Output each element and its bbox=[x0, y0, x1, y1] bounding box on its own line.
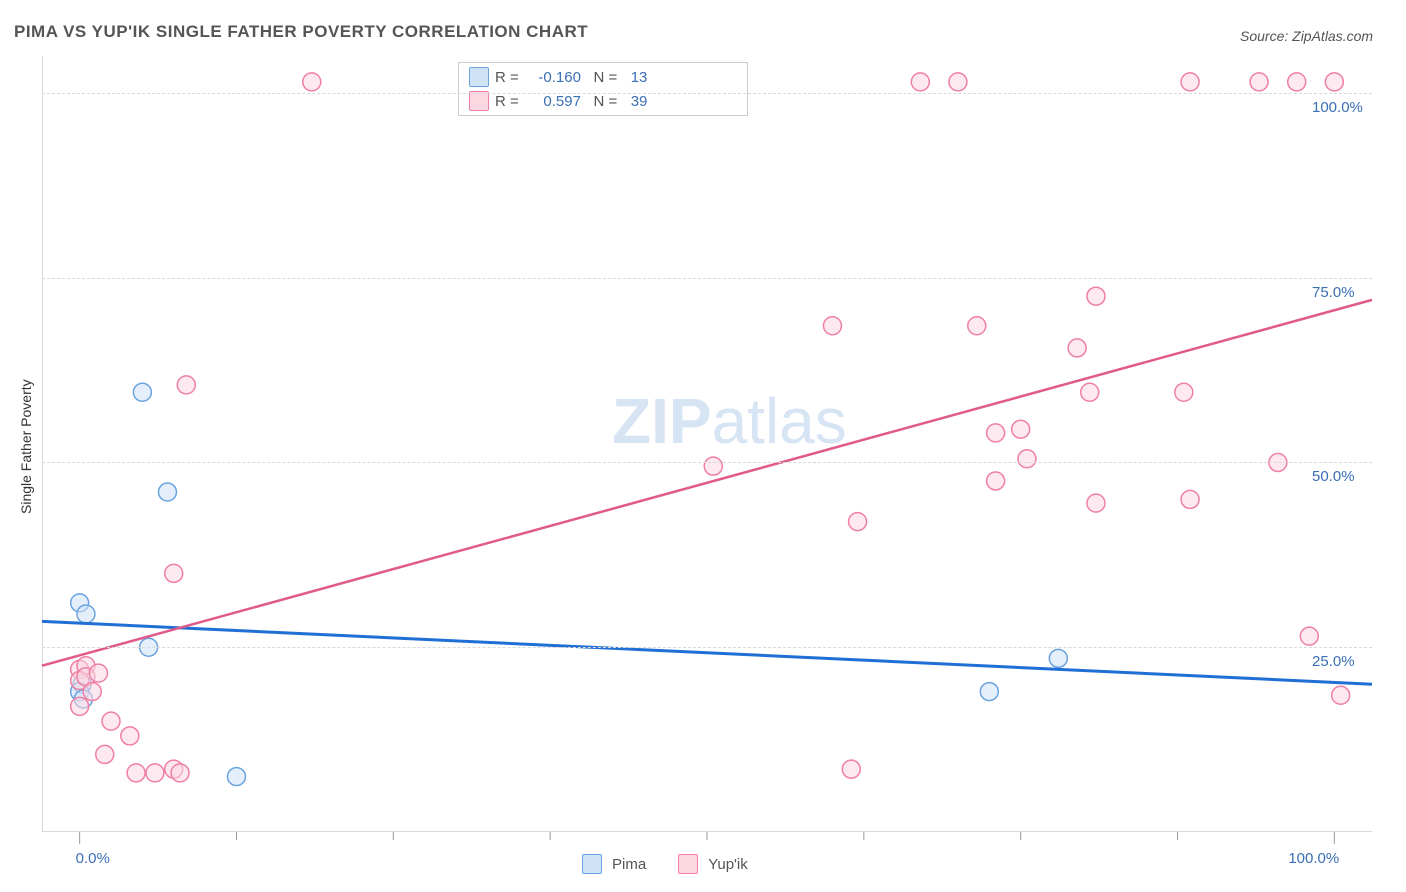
x-tick-label: 100.0% bbox=[1288, 850, 1339, 867]
data-point bbox=[980, 683, 998, 701]
data-point bbox=[823, 317, 841, 335]
data-point bbox=[1181, 73, 1199, 91]
data-point bbox=[1332, 686, 1350, 704]
data-point bbox=[177, 376, 195, 394]
data-point bbox=[96, 745, 114, 763]
gridline-y bbox=[42, 278, 1372, 279]
data-point bbox=[83, 683, 101, 701]
data-point bbox=[1081, 383, 1099, 401]
legend-swatch bbox=[469, 67, 489, 87]
gridline-y bbox=[42, 462, 1372, 463]
data-point bbox=[102, 712, 120, 730]
legend-swatch bbox=[678, 854, 698, 874]
legend-label: Yup'ik bbox=[708, 856, 748, 873]
data-point bbox=[1012, 420, 1030, 438]
data-point bbox=[1325, 73, 1343, 91]
trend-line bbox=[42, 621, 1372, 684]
data-point bbox=[911, 73, 929, 91]
data-point bbox=[133, 383, 151, 401]
data-point bbox=[704, 457, 722, 475]
data-point bbox=[89, 664, 107, 682]
data-point bbox=[842, 760, 860, 778]
legend-label: Pima bbox=[612, 856, 646, 873]
data-point bbox=[1288, 73, 1306, 91]
data-point bbox=[227, 768, 245, 786]
y-tick-label: 100.0% bbox=[1312, 99, 1363, 116]
data-point bbox=[1087, 287, 1105, 305]
data-point bbox=[146, 764, 164, 782]
data-point bbox=[949, 73, 967, 91]
data-point bbox=[165, 564, 183, 582]
data-point bbox=[171, 764, 189, 782]
x-tick-label: 0.0% bbox=[76, 850, 110, 867]
data-point bbox=[987, 472, 1005, 490]
data-point bbox=[987, 424, 1005, 442]
data-point bbox=[303, 73, 321, 91]
data-point bbox=[1068, 339, 1086, 357]
data-point bbox=[121, 727, 139, 745]
data-point bbox=[968, 317, 986, 335]
data-point bbox=[849, 513, 867, 531]
data-point bbox=[77, 605, 95, 623]
data-point bbox=[1175, 383, 1193, 401]
trend-line bbox=[42, 300, 1372, 666]
data-point bbox=[1018, 450, 1036, 468]
legend-swatch bbox=[582, 854, 602, 874]
stats-legend-row: R = -0.160 N = 13 bbox=[469, 65, 737, 89]
data-point bbox=[1049, 649, 1067, 667]
data-point bbox=[1087, 494, 1105, 512]
data-point bbox=[1250, 73, 1268, 91]
y-tick-label: 50.0% bbox=[1312, 468, 1355, 485]
y-tick-label: 75.0% bbox=[1312, 284, 1355, 301]
data-point bbox=[127, 764, 145, 782]
data-point bbox=[71, 697, 89, 715]
legend-swatch bbox=[469, 91, 489, 111]
gridline-y bbox=[42, 93, 1372, 94]
gridline-y bbox=[42, 647, 1372, 648]
data-point bbox=[158, 483, 176, 501]
data-point bbox=[1300, 627, 1318, 645]
data-point bbox=[1181, 490, 1199, 508]
y-tick-label: 25.0% bbox=[1312, 653, 1355, 670]
series-legend: Pima Yup'ik bbox=[582, 854, 770, 874]
stats-legend-text: R = 0.597 N = 39 bbox=[495, 93, 647, 110]
stats-legend-text: R = -0.160 N = 13 bbox=[495, 69, 647, 86]
stats-legend: R = -0.160 N = 13 R = 0.597 N = 39 bbox=[458, 62, 748, 116]
chart-svg bbox=[0, 0, 1406, 892]
